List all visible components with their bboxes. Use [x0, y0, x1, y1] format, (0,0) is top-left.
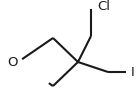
- Text: Cl: Cl: [97, 1, 110, 13]
- Text: I: I: [131, 67, 135, 79]
- Text: O: O: [7, 57, 17, 69]
